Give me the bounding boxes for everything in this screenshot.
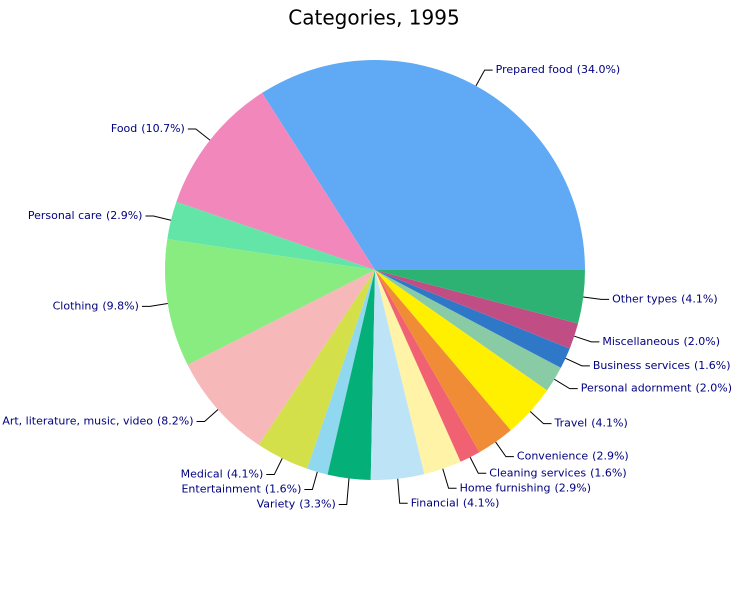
slice-value-label: (4.1%) (681, 292, 718, 305)
slice-category: Entertainment (181, 483, 261, 496)
pie-slice (375, 270, 561, 391)
slice-category: Food (111, 122, 137, 135)
leader-line (397, 478, 408, 504)
slice-label: Home furnishing (2.9%) (460, 481, 591, 494)
leader-line (266, 458, 283, 476)
slice-value-label: (3.3%) (299, 498, 336, 511)
pie-slice (375, 270, 585, 324)
leader-line (495, 441, 514, 458)
slice-category: Art, literature, music, video (2, 414, 153, 427)
leader-line (145, 215, 172, 221)
leader-line (187, 128, 211, 141)
slice-category: Miscellaneous (602, 335, 679, 348)
leader-line (442, 468, 457, 489)
pie-slice (375, 270, 570, 368)
slice-label: Financial (4.1%) (411, 496, 500, 509)
leader-line (475, 69, 493, 87)
slice-category: Home furnishing (460, 481, 551, 494)
slice-value-label: (2.9%) (592, 450, 629, 463)
pie-slice (375, 270, 579, 349)
slice-value-label: (2.9%) (106, 209, 143, 222)
slice-label: Travel (4.1%) (554, 417, 628, 430)
slice-value-label: (4.1%) (463, 496, 500, 509)
slice-category: Variety (257, 498, 296, 511)
pie-slice (327, 270, 375, 480)
slice-label: Personal care (2.9%) (28, 209, 143, 222)
pie-slice (307, 270, 375, 475)
leader-line (141, 303, 168, 307)
slice-value-label: (9.8%) (102, 299, 139, 312)
slice-category: Other types (612, 292, 677, 305)
pie-slice (176, 92, 375, 271)
leader-line (554, 378, 578, 390)
slice-category: Personal adornment (581, 382, 692, 395)
slice-category: Financial (411, 496, 459, 509)
slice-label: Prepared food (34.0%) (496, 63, 621, 76)
slice-label: Convenience (2.9%) (517, 450, 629, 463)
slice-value-label: (8.2%) (157, 414, 194, 427)
pie-slice (375, 270, 511, 453)
leader-line (338, 478, 350, 506)
slice-value-label: (1.6%) (590, 466, 627, 479)
slice-category: Travel (554, 417, 588, 430)
slice-label: Miscellaneous (2.0%) (602, 335, 720, 348)
slice-label: Personal adornment (2.0%) (581, 382, 732, 395)
chart-title: Categories, 1995 (288, 6, 459, 30)
pie-slice (165, 239, 375, 365)
slice-value-label: (4.1%) (227, 468, 264, 481)
slice-label: Entertainment (1.6%) (181, 483, 301, 496)
pie-slice (375, 270, 480, 462)
slice-category: Medical (181, 468, 223, 481)
slice-label: Cleaning services (1.6%) (489, 466, 626, 479)
slice-label: Food (10.7%) (111, 122, 185, 135)
leader-line (196, 409, 219, 422)
leader-line (565, 357, 590, 367)
pie-slice (370, 270, 425, 480)
pie-slice (262, 59, 585, 271)
slice-value-label: (1.6%) (694, 359, 731, 372)
pie-slice (375, 270, 548, 431)
slice-value-label: (2.0%) (683, 335, 720, 348)
slice-category: Cleaning services (489, 466, 586, 479)
slice-value-label: (2.9%) (554, 481, 591, 494)
slice-category: Personal care (28, 209, 102, 222)
pie-slice (187, 270, 375, 445)
leader-line (304, 471, 318, 491)
slice-label: Variety (3.3%) (257, 498, 336, 511)
leader-line (529, 411, 552, 425)
slice-value-label: (34.0%) (577, 63, 621, 76)
leader-line (583, 296, 610, 300)
slice-category: Convenience (517, 450, 588, 463)
slice-category: Prepared food (496, 63, 573, 76)
slice-label: Other types (4.1%) (612, 292, 718, 305)
pie-slice (258, 270, 375, 469)
slice-label: Clothing (9.8%) (53, 299, 139, 312)
slice-label: Art, literature, music, video (8.2%) (2, 414, 193, 427)
slice-category: Business services (593, 359, 690, 372)
slice-value-label: (1.6%) (265, 483, 302, 496)
pie-slice (167, 201, 375, 270)
leader-line (574, 335, 600, 343)
slice-label: Business services (1.6%) (593, 359, 731, 372)
slice-value-label: (2.0%) (695, 382, 732, 395)
leader-line (469, 456, 487, 474)
slice-value-label: (10.7%) (141, 122, 185, 135)
slice-value-label: (4.1%) (591, 417, 628, 430)
pie-slice (375, 270, 461, 475)
slice-category: Clothing (53, 299, 99, 312)
slice-label: Medical (4.1%) (181, 468, 264, 481)
